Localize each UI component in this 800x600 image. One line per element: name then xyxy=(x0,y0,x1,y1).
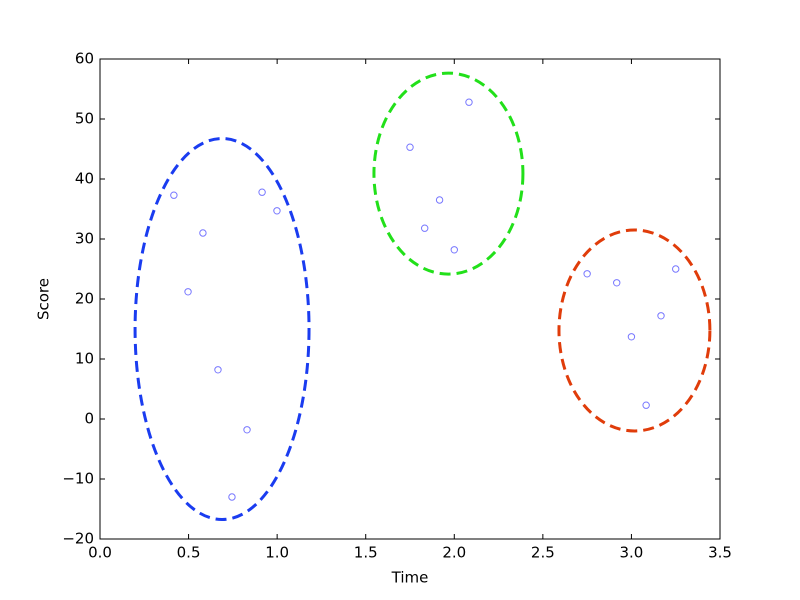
y-tick-label: 60 xyxy=(75,50,94,68)
point xyxy=(435,196,444,204)
x-tick-label: 3.0 xyxy=(619,544,643,562)
y-tick-label: 30 xyxy=(75,230,94,248)
y-tick-label: 10 xyxy=(75,350,94,368)
x-tick-label: 0.5 xyxy=(177,544,201,562)
y-tick-label: 0 xyxy=(84,410,94,428)
point xyxy=(657,312,665,320)
cluster-ellipse xyxy=(557,228,712,433)
point xyxy=(672,265,680,273)
plot-frame xyxy=(99,58,721,540)
point xyxy=(273,207,281,215)
y-tick-label: 50 xyxy=(75,110,94,128)
x-tick-label: 1.5 xyxy=(354,544,378,562)
point xyxy=(421,224,429,232)
cluster-ellipse xyxy=(372,71,525,276)
x-tick-label: 1.0 xyxy=(265,544,289,562)
point xyxy=(465,98,473,106)
point xyxy=(406,143,414,151)
x-tick-label: 2.5 xyxy=(531,544,555,562)
point xyxy=(613,279,621,287)
point xyxy=(184,288,192,296)
cluster-ellipse xyxy=(133,137,311,521)
point xyxy=(199,229,207,237)
point xyxy=(583,270,591,278)
point xyxy=(627,333,636,341)
y-tick-label: 20 xyxy=(75,290,94,308)
x-tick-label: 0.0 xyxy=(88,544,112,562)
x-axis-label: Time xyxy=(391,569,429,587)
point xyxy=(642,401,650,409)
point xyxy=(214,366,222,374)
point xyxy=(170,191,178,199)
y-tick-label: −10 xyxy=(62,470,94,488)
x-tick-label: 3.5 xyxy=(708,544,732,562)
point xyxy=(450,246,458,254)
x-tick-label: 2.0 xyxy=(442,544,466,562)
y-tick-label: −20 xyxy=(62,530,94,548)
point xyxy=(243,426,251,434)
y-axis-label: Score xyxy=(35,278,53,320)
point xyxy=(258,188,266,196)
point xyxy=(228,493,236,501)
y-tick-label: 40 xyxy=(75,170,94,188)
